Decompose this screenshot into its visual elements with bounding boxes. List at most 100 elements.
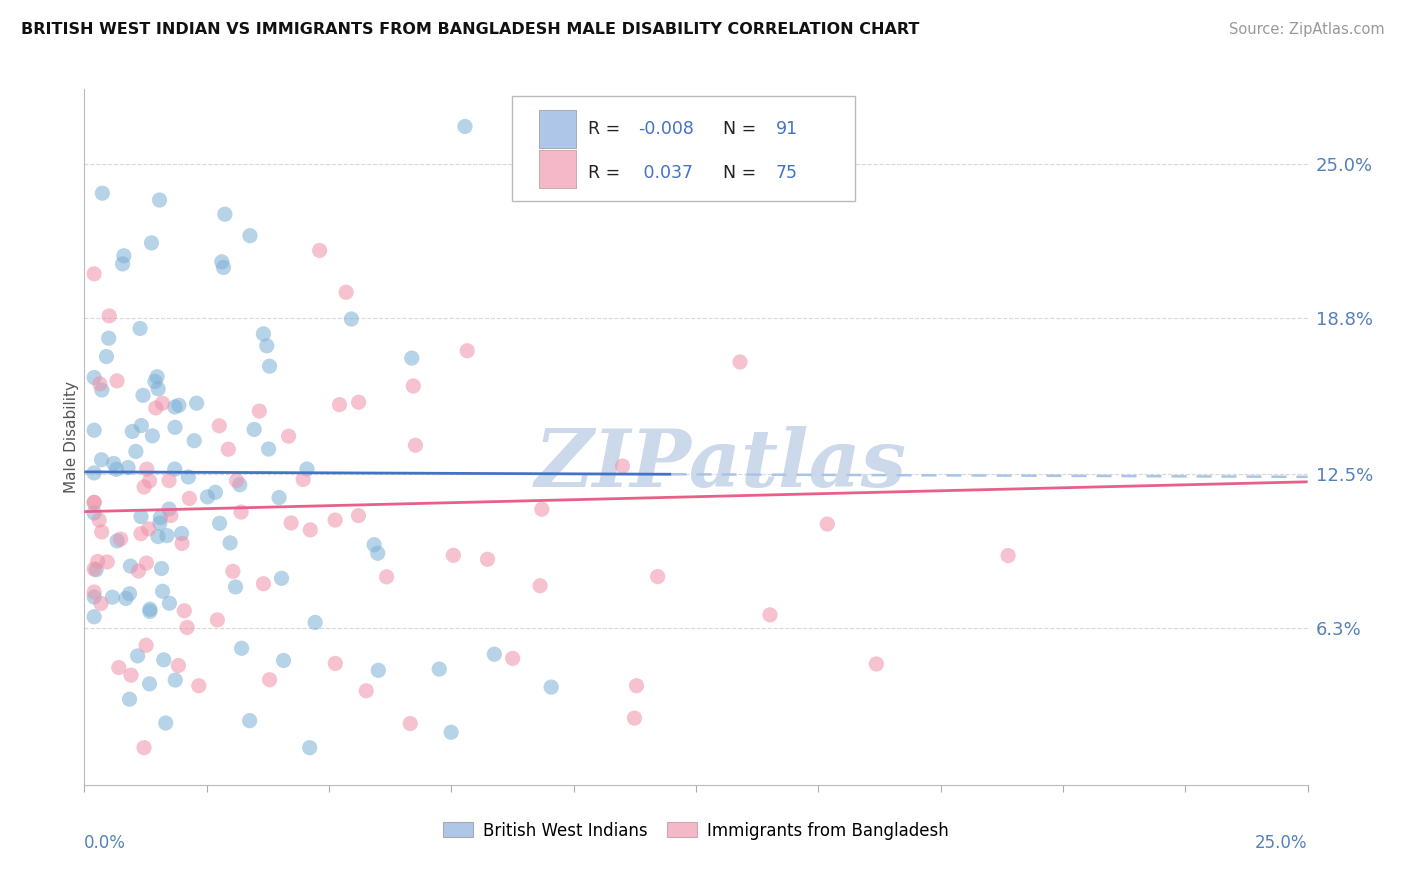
Point	[183, 434, 205, 448]
Point	[304, 615, 326, 630]
Text: 0.037: 0.037	[638, 164, 693, 182]
Point	[89, 376, 111, 391]
Point	[84, 563, 107, 577]
Point	[97, 331, 120, 345]
Point	[152, 584, 174, 599]
Point	[149, 510, 172, 524]
Point	[229, 477, 252, 491]
Point	[404, 438, 426, 452]
Point	[83, 495, 105, 509]
Point	[257, 442, 280, 456]
Point	[83, 466, 105, 480]
Text: 25.0%: 25.0%	[1256, 834, 1308, 852]
Point	[247, 404, 270, 418]
Point	[367, 546, 389, 560]
Point	[105, 374, 128, 388]
Point	[225, 474, 247, 488]
Point	[502, 651, 524, 665]
Point	[299, 523, 322, 537]
Point	[143, 375, 166, 389]
Point	[115, 591, 138, 606]
Point	[626, 679, 648, 693]
FancyBboxPatch shape	[540, 110, 576, 148]
Point	[328, 398, 350, 412]
Point	[157, 502, 180, 516]
Point	[152, 396, 174, 410]
Text: N =: N =	[723, 164, 762, 182]
Point	[141, 235, 163, 250]
Point	[167, 658, 190, 673]
Point	[170, 526, 193, 541]
Text: ZIPatlas: ZIPatlas	[534, 426, 907, 504]
Point	[98, 309, 121, 323]
Point	[530, 502, 553, 516]
Point	[212, 260, 235, 275]
Point	[149, 516, 172, 530]
Point	[367, 663, 389, 677]
Point	[132, 388, 155, 402]
Point	[340, 312, 363, 326]
Point	[865, 657, 887, 671]
Point	[231, 641, 253, 656]
Point	[83, 267, 105, 281]
Point	[157, 474, 180, 488]
Point	[132, 740, 155, 755]
Point	[90, 452, 112, 467]
Point	[217, 442, 239, 457]
Point	[177, 470, 200, 484]
FancyBboxPatch shape	[513, 96, 855, 201]
Point	[132, 480, 155, 494]
Point	[83, 370, 105, 384]
Point	[219, 536, 242, 550]
Point	[208, 418, 231, 433]
Point	[243, 422, 266, 436]
Point	[252, 576, 274, 591]
Point	[138, 677, 160, 691]
Point	[229, 505, 252, 519]
Point	[323, 513, 346, 527]
Point	[83, 562, 105, 576]
Point	[118, 587, 141, 601]
Point	[135, 638, 157, 652]
Point	[135, 462, 157, 476]
Point	[90, 597, 112, 611]
Point	[90, 524, 112, 539]
Point	[127, 648, 149, 663]
Point	[170, 536, 193, 550]
Text: 0.0%: 0.0%	[84, 834, 127, 852]
Point	[204, 485, 226, 500]
Point	[167, 398, 190, 412]
Point	[728, 355, 751, 369]
Point	[165, 673, 187, 687]
Point	[138, 522, 160, 536]
Point	[146, 382, 169, 396]
Point	[454, 120, 477, 134]
Point	[141, 429, 163, 443]
Point	[647, 569, 669, 583]
Point	[83, 585, 105, 599]
Point	[323, 657, 346, 671]
Point	[256, 339, 278, 353]
Point	[146, 369, 169, 384]
Text: Source: ZipAtlas.com: Source: ZipAtlas.com	[1229, 22, 1385, 37]
Point	[152, 653, 174, 667]
Point	[295, 462, 318, 476]
Text: R =: R =	[588, 120, 626, 138]
Point	[96, 350, 118, 364]
Point	[112, 249, 135, 263]
Point	[759, 607, 782, 622]
Text: 91: 91	[776, 120, 797, 138]
Point	[280, 516, 302, 530]
Point	[529, 579, 551, 593]
Point	[456, 343, 478, 358]
Point	[427, 662, 450, 676]
Point	[125, 444, 148, 458]
Point	[270, 571, 292, 585]
FancyBboxPatch shape	[540, 150, 576, 188]
Point	[179, 491, 201, 506]
Point	[225, 580, 247, 594]
Text: N =: N =	[723, 120, 762, 138]
Point	[105, 533, 128, 548]
Point	[308, 244, 330, 258]
Point	[89, 513, 111, 527]
